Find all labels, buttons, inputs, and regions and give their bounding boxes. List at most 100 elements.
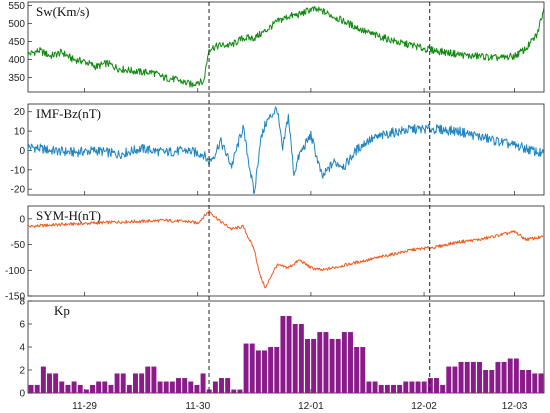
y-tick-label: -100 (5, 266, 25, 277)
y-tick-label: 400 (8, 55, 25, 66)
kp-bar (489, 370, 495, 393)
kp-bar (440, 384, 446, 393)
y-tick-label: 500 (8, 19, 25, 30)
kp-bar (409, 381, 415, 393)
kp-bar (225, 378, 231, 393)
panel-title: Kp (54, 303, 70, 318)
kp-bar (268, 347, 274, 393)
y-tick-label: 0 (19, 389, 25, 400)
kp-bar (274, 347, 280, 393)
kp-bar (495, 361, 501, 393)
kp-bar (452, 366, 458, 393)
y-tick-label: -20 (11, 185, 26, 196)
kp-bar (145, 366, 151, 393)
kp-bar (427, 378, 433, 393)
panel-4: 0 2 4 6 8 Kp (19, 297, 545, 400)
x-tick-label: 12-03 (502, 401, 528, 412)
y-tick-label: 4 (19, 343, 25, 354)
kp-bar (262, 350, 267, 393)
kp-bar (317, 332, 323, 393)
y-tick-label: 2 (19, 366, 25, 377)
y-tick-label: 450 (8, 37, 25, 48)
kp-bar (520, 370, 525, 393)
kp-bar (483, 370, 489, 393)
panel-frame (27, 103, 545, 196)
kp-bar (53, 373, 59, 393)
series-line (27, 209, 545, 289)
kp-bar (513, 358, 519, 393)
kp-bar (292, 324, 298, 393)
kp-bar (507, 358, 513, 393)
kp-bar (169, 381, 175, 393)
kp-bar (237, 389, 243, 393)
kp-bar (421, 381, 427, 393)
kp-bar (194, 384, 200, 393)
kp-bar (341, 332, 347, 393)
kp-bar (96, 381, 102, 393)
kp-bar (206, 389, 212, 393)
kp-bar (348, 332, 353, 393)
kp-bar (120, 373, 126, 393)
kp-bar (378, 384, 384, 393)
kp-bar (157, 381, 163, 393)
series-line (27, 106, 545, 194)
kp-bar (501, 361, 507, 393)
kp-bar (83, 389, 89, 393)
panel-2: -20 -10 0 10 20 IMF-Bz(nT) (11, 103, 545, 196)
kp-bar (255, 350, 261, 393)
kp-bar (434, 378, 439, 393)
y-tick-label: 20 (14, 107, 26, 118)
kp-bar (176, 378, 181, 393)
y-tick-label: 350 (8, 73, 25, 84)
y-tick-label: -50 (11, 240, 26, 251)
kp-bar (415, 381, 421, 393)
kp-bar (532, 373, 538, 393)
kp-bar (108, 384, 114, 393)
series-line (27, 6, 545, 88)
kp-bar (458, 361, 464, 393)
kp-bar (126, 384, 132, 393)
kp-bar (391, 384, 396, 393)
kp-bar (28, 384, 34, 393)
kp-bar (65, 384, 71, 393)
kp-bar (360, 347, 366, 393)
kp-bar (151, 366, 157, 393)
kp-bar (372, 381, 378, 393)
kp-bar (102, 381, 108, 393)
panel-title: SYM-H(nT) (36, 208, 101, 223)
kp-bar (470, 361, 476, 393)
kp-bar (366, 381, 372, 393)
panel-title: Sw(Km/s) (36, 4, 89, 19)
x-tick-label: 11-29 (72, 401, 97, 412)
kp-bar (90, 384, 95, 393)
kp-bar (446, 366, 452, 393)
kp-bar (280, 315, 286, 393)
y-tick-label: 0 (19, 214, 25, 225)
kp-bar (323, 332, 329, 393)
kp-bar (163, 381, 169, 393)
kp-bar (71, 381, 77, 393)
y-tick-label: 6 (19, 320, 25, 331)
kp-bar (298, 324, 304, 393)
kp-bar (200, 373, 206, 393)
y-tick-label: 10 (14, 127, 26, 138)
kp-bar (243, 343, 249, 393)
x-tick-label: 11-30 (185, 401, 210, 412)
kp-bar (77, 384, 83, 393)
panel-frame (27, 205, 545, 297)
kp-bar (47, 373, 52, 393)
kp-bar (464, 361, 470, 393)
y-tick-label: 8 (19, 297, 25, 308)
kp-bar (249, 343, 255, 393)
kp-bar (329, 338, 335, 393)
kp-bar (212, 381, 218, 393)
kp-bar (59, 381, 65, 393)
kp-bar (133, 373, 138, 393)
kp-bar (397, 384, 403, 393)
kp-bar (182, 378, 188, 393)
panel-1: 350 400 450 500 550 Sw(Km/s) (8, 1, 545, 93)
panel-title: IMF-Bz(nT) (36, 106, 101, 121)
kp-bar (311, 338, 317, 393)
y-tick-label: 0 (19, 146, 25, 157)
kp-bar (34, 384, 40, 393)
